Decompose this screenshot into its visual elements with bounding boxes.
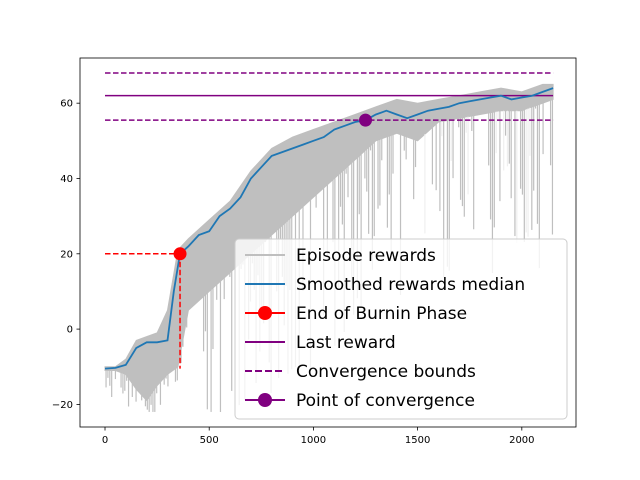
y-tick-label: 60 <box>60 99 73 110</box>
legend-label: Convergence bounds <box>296 362 476 382</box>
legend-marker <box>258 306 272 320</box>
legend-label: Point of convergence <box>296 391 475 411</box>
x-tick-label: 500 <box>200 435 219 446</box>
y-tick-label: 20 <box>60 249 73 260</box>
y-tick-label: −20 <box>52 400 73 411</box>
episode-rewards-band <box>104 83 554 402</box>
x-tick-label: 2000 <box>509 435 534 446</box>
convergence-point-marker <box>359 113 373 127</box>
smoothed-median-line <box>104 87 554 370</box>
legend-label: Episode rewards <box>296 246 436 266</box>
legend-label: Last reward <box>296 333 396 353</box>
x-tick-label: 0 <box>102 435 108 446</box>
axes-frame <box>79 57 577 428</box>
x-tick-label: 1000 <box>301 435 326 446</box>
legend: Episode rewards Smoothed rewards median En… <box>234 238 568 420</box>
y-tick-label: 40 <box>60 174 73 185</box>
legend-box <box>234 238 568 420</box>
x-tick-label: 1500 <box>405 435 430 446</box>
y-tick-label: 0 <box>67 325 73 336</box>
legend-label: Smoothed rewards median <box>296 275 525 295</box>
legend-label: End of Burnin Phase <box>296 304 467 324</box>
legend-marker <box>258 393 272 407</box>
burnin-end-marker <box>173 247 187 261</box>
axes: 0 500 1000 1500 2000 −20 0 20 40 60 <box>52 57 577 446</box>
